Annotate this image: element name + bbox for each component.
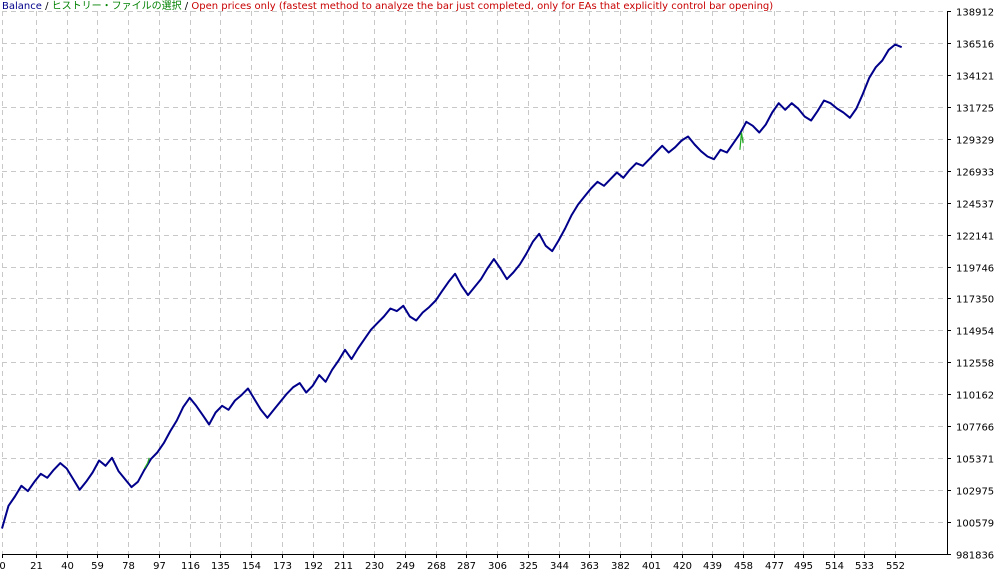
y-tick-label: 1077669 (956, 423, 994, 434)
x-tick-label: 420 (673, 561, 692, 572)
x-tick-label: 458 (734, 561, 753, 572)
y-tick-label: 1173502 (956, 295, 994, 306)
x-tick-label: 552 (886, 561, 905, 572)
x-tick-label: 249 (396, 561, 415, 572)
grid (2, 11, 947, 555)
header-separator-1: / (42, 1, 52, 12)
y-tick-label: 981836 (956, 551, 994, 562)
x-tick-label: 401 (642, 561, 661, 572)
x-tick-label: 514 (825, 561, 844, 572)
y-tick-label: 1245377 (956, 200, 994, 211)
x-tick-label: 135 (211, 561, 230, 572)
x-axis-ticks: 0 21 40 59 78 97 116 135 154 173 192 211 230 249 268 28… (0, 554, 905, 572)
x-tick-label: 21 (30, 561, 43, 572)
y-tick-label: 1341210 (956, 72, 994, 83)
header-separator-2: / (182, 1, 192, 12)
x-tick-label: 268 (427, 561, 446, 572)
x-tick-label: 382 (611, 561, 630, 572)
x-tick-label: 154 (242, 561, 261, 572)
series-layer (1, 43, 903, 529)
x-tick-label: 40 (61, 561, 74, 572)
x-tick-label: 230 (365, 561, 384, 572)
x-tick-label: 344 (550, 561, 569, 572)
y-tick-label: 1317252 (956, 104, 994, 115)
y-tick-label: 1197460 (956, 264, 994, 275)
x-tick-label: 325 (519, 561, 538, 572)
x-tick-label: 192 (304, 561, 323, 572)
green-segment (143, 457, 150, 469)
history-file-label: ヒストリー・ファイルの選択 (52, 0, 182, 12)
x-tick-label: 533 (855, 561, 874, 572)
x-tick-label: 495 (794, 561, 813, 572)
x-tick-label: 363 (580, 561, 599, 572)
green-spike (739, 132, 744, 150)
x-tick-label: 0 (0, 561, 6, 572)
y-tick-label: 1125586 (956, 359, 994, 370)
x-tick-label: 439 (703, 561, 722, 572)
balance-line (1, 43, 903, 529)
y-tick-label: 1101627 (956, 391, 994, 402)
x-tick-label: 173 (273, 561, 292, 572)
x-tick-label: 211 (334, 561, 353, 572)
x-tick-label: 306 (488, 561, 507, 572)
y-tick-label: 1269335 (956, 168, 994, 179)
y-tick-label: 1221419 (956, 232, 994, 243)
chart-header: Balance / ヒストリー・ファイルの選択 / Open prices on… (2, 0, 773, 12)
x-tick-label: 97 (153, 561, 166, 572)
x-tick-label: 59 (91, 561, 104, 572)
legend-balance: Balance (2, 1, 42, 12)
x-tick-label: 477 (765, 561, 784, 572)
y-tick-label: 1365168 (956, 40, 994, 51)
y-axis-ticks: 1389126 1365168 1341210 1317252 1293293 12693… (947, 8, 994, 562)
x-tick-label: 287 (457, 561, 476, 572)
y-tick-label: 1029753 (956, 487, 994, 498)
y-tick-label: 1005794 (956, 519, 994, 530)
x-tick-label: 78 (122, 561, 135, 572)
y-tick-label: 1293293 (956, 136, 994, 147)
model-note: Open prices only (fastest method to anal… (191, 1, 773, 12)
y-tick-label: 1149544 (956, 327, 994, 338)
x-tick-label: 116 (181, 561, 200, 572)
y-tick-label: 1389126 (956, 8, 994, 19)
